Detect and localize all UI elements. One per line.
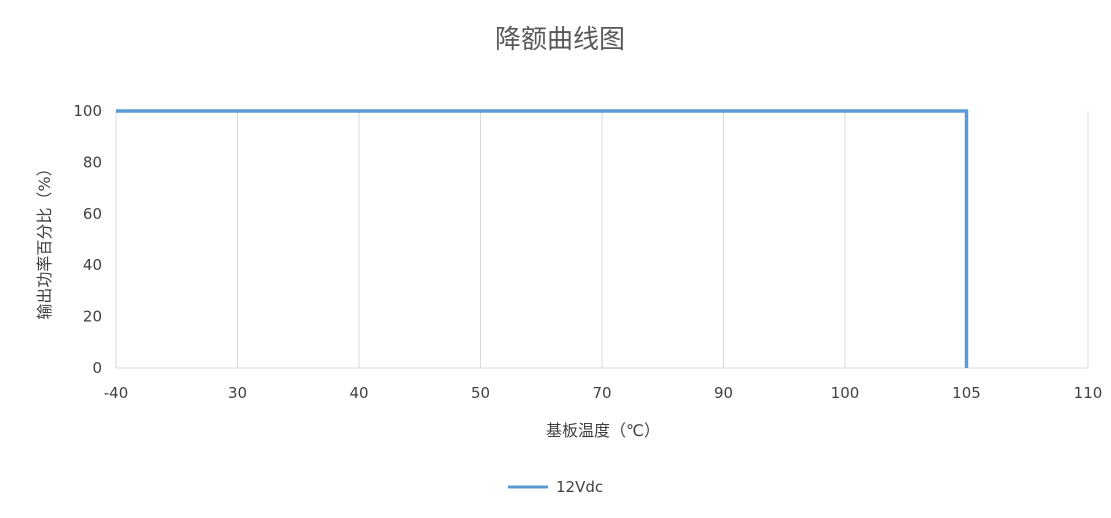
series-line [116, 109, 969, 368]
x-tick-label: 30 [228, 384, 247, 402]
x-tick-label: 40 [349, 384, 368, 402]
x-tick-label: 100 [831, 384, 860, 402]
x-tick-label: -40 [104, 384, 129, 402]
legend-label: 12Vdc [556, 478, 603, 496]
x-tick-label: 105 [952, 384, 981, 402]
gridlines [115, 111, 1089, 368]
y-tick-label: 60 [83, 205, 102, 223]
x-axis-ticks: -40 30 40 50 70 90 100 105 110 [104, 384, 1103, 402]
y-tick-label: 20 [83, 308, 102, 326]
legend: 12Vdc [508, 478, 603, 496]
series-layer [116, 109, 969, 368]
y-tick-label: 40 [83, 256, 102, 274]
x-tick-label: 70 [592, 384, 611, 402]
x-axis-label: 基板温度（℃） [546, 421, 660, 440]
y-axis-ticks: 0 20 40 60 80 100 [73, 102, 102, 377]
x-tick-label: 110 [1074, 384, 1103, 402]
y-tick-label: 80 [83, 153, 102, 171]
y-axis-label: 输出功率百分比（%） [35, 160, 54, 319]
x-tick-label: 90 [714, 384, 733, 402]
y-tick-label: 100 [73, 102, 102, 120]
chart-title: 降额曲线图 [495, 25, 625, 55]
y-tick-label: 0 [92, 359, 102, 377]
x-tick-label: 50 [471, 384, 490, 402]
